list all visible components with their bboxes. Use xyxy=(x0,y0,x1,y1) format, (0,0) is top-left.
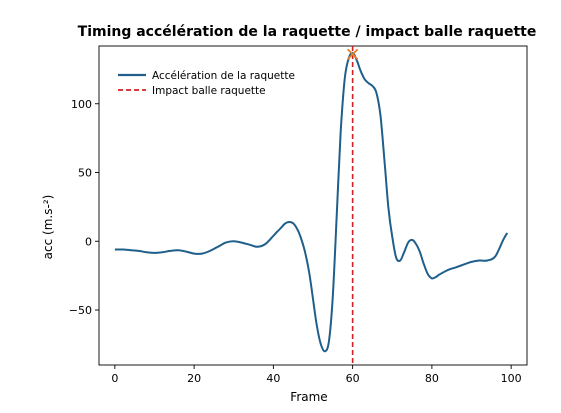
plot-area xyxy=(98,45,528,366)
chart-title: Timing accélération de la raquette / imp… xyxy=(78,24,537,40)
legend-label-impact: Impact balle raquette xyxy=(152,85,266,97)
x-tick-label: 60 xyxy=(346,372,360,385)
x-tick-label: 80 xyxy=(425,372,439,385)
x-axis-label: Frame xyxy=(290,390,327,404)
y-tick-label: 100 xyxy=(71,98,92,111)
impact-marker xyxy=(346,48,359,60)
y-axis-ticks: −50 0 50 100 xyxy=(69,98,99,317)
legend-label-acceleration: Accélération de la raquette xyxy=(152,70,295,82)
x-tick-label: 40 xyxy=(266,372,280,385)
y-axis-label: acc (m.s-²) xyxy=(41,195,55,260)
x-tick-label: 0 xyxy=(111,372,118,385)
x-axis-ticks: 0 20 40 60 80 100 xyxy=(111,365,522,385)
plot-frame xyxy=(98,45,528,366)
x-tick-label: 100 xyxy=(501,372,522,385)
y-tick-label: 0 xyxy=(85,235,92,248)
series-line-acceleration xyxy=(114,51,509,353)
x-tick-label: 20 xyxy=(187,372,201,385)
impact-marker-stroke xyxy=(346,48,359,60)
legend: Accélération de la raquette Impact balle… xyxy=(118,70,295,97)
y-tick-label: 50 xyxy=(78,167,92,180)
y-tick-label: −50 xyxy=(69,304,92,317)
